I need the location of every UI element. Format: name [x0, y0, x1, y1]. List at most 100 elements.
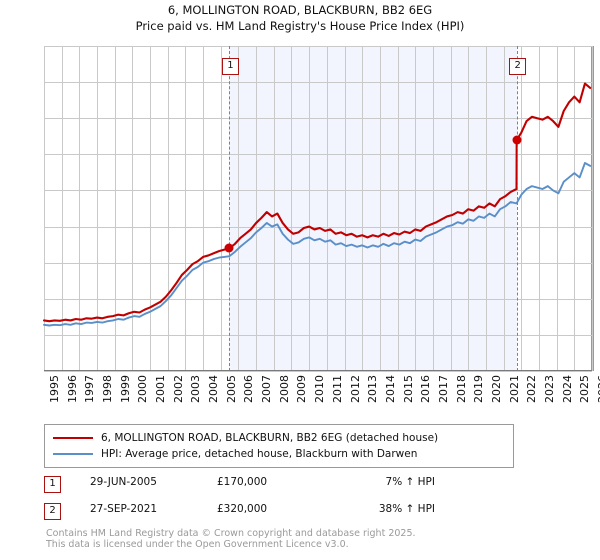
x-axis-tick-label: 2003 [189, 375, 203, 403]
gridline-horizontal [44, 262, 592, 264]
gridline-horizontal [44, 118, 592, 120]
gridline-horizontal [44, 82, 592, 84]
transaction-hpi-delta-1: 7% ↑ HPI [385, 476, 435, 488]
gridline-vertical [238, 46, 240, 371]
legend-swatch-price-paid [53, 437, 93, 439]
gridline-horizontal [44, 154, 592, 156]
gridline-vertical [132, 46, 134, 371]
gridline-vertical [309, 46, 311, 371]
marker-vertical-line-1 [229, 46, 231, 371]
gridline-vertical [362, 46, 364, 371]
transaction-row-1[interactable]: 1 29-JUN-2005 £170,000 7% ↑ HPI [44, 476, 464, 496]
line-hpi [43, 162, 592, 327]
chart-title-block: 6, MOLLINGTON ROAD, BLACKBURN, BB2 6EG P… [0, 2, 600, 34]
transaction-date-1: 29-JUN-2005 [90, 476, 157, 488]
x-axis-tick-label: 2012 [348, 375, 362, 403]
x-axis-tick-label: 2019 [472, 375, 486, 403]
x-axis-tick-label: 2016 [419, 375, 433, 403]
x-axis-tick-label: 2009 [295, 375, 309, 403]
page-subtitle: Price paid vs. HM Land Registry's House … [135, 19, 465, 33]
gridline-vertical [326, 46, 328, 371]
gridline-vertical [521, 46, 523, 371]
gridline-vertical [61, 46, 63, 371]
marker-point-2[interactable] [512, 135, 522, 145]
marker-badge-2[interactable]: 2 [509, 58, 527, 75]
transaction-row-2[interactable]: 2 27-SEP-2021 £320,000 38% ↑ HPI [44, 503, 464, 523]
legend-item-price-paid: 6, MOLLINGTON ROAD, BLACKBURN, BB2 6EG (… [53, 430, 505, 446]
x-axis-tick-label: 2024 [560, 375, 574, 403]
gridline-vertical [415, 46, 417, 371]
x-axis-labels: 1995 1996 1997 1998 1999 2000 2001 2002 2003 2004… [44, 375, 600, 419]
gridline-vertical [273, 46, 275, 371]
transaction-price-2: £320,000 [217, 503, 268, 515]
gridline-vertical [79, 46, 81, 371]
legend-label-hpi: HPI: Average price, detached house, Blac… [101, 448, 418, 460]
gridline-horizontal [44, 190, 592, 192]
gridline-vertical [167, 46, 169, 371]
marker-vertical-line-2 [516, 46, 518, 371]
gridline-vertical [503, 46, 505, 371]
gridline-vertical [592, 46, 593, 371]
chart-legend: 6, MOLLINGTON ROAD, BLACKBURN, BB2 6EG (… [44, 424, 514, 468]
line-price-paid [42, 82, 592, 323]
gridline-horizontal [44, 226, 592, 228]
gridline-horizontal [44, 334, 592, 336]
gridline-vertical [220, 46, 222, 371]
legend-swatch-hpi [53, 453, 93, 455]
gridline-vertical [185, 46, 187, 371]
x-axis-tick-label: 2025 [578, 375, 592, 403]
transaction-index-1: 1 [44, 476, 61, 493]
gridline-vertical [397, 46, 399, 371]
gridline-vertical [97, 46, 99, 371]
transaction-date-2: 27-SEP-2021 [90, 503, 158, 515]
x-axis-tick-label: 2017 [436, 375, 450, 403]
gridline-vertical [450, 46, 452, 371]
gridline-horizontal [44, 298, 592, 300]
x-axis-tick-label: 2013 [366, 375, 380, 403]
x-axis-tick-label: 2010 [313, 375, 327, 403]
legend-item-hpi: HPI: Average price, detached house, Blac… [53, 446, 505, 462]
gridline-vertical [203, 46, 205, 371]
marker-badge-1[interactable]: 1 [221, 58, 239, 75]
x-axis-tick-label: 2020 [489, 375, 503, 403]
x-axis-tick-label: 2000 [136, 375, 150, 403]
footer-attribution: Contains HM Land Registry data © Crown c… [46, 528, 566, 550]
x-axis-tick-label: 2023 [542, 375, 556, 403]
x-axis-tick-label: 2006 [242, 375, 256, 403]
x-axis-tick-label: 2026 [596, 375, 600, 403]
gridline-horizontal [44, 46, 592, 47]
x-axis-tick-label: 2001 [154, 375, 168, 403]
transaction-price-1: £170,000 [217, 476, 268, 488]
marker-point-1[interactable] [224, 243, 234, 253]
x-axis-tick-label: 2005 [224, 375, 238, 403]
gridline-vertical [114, 46, 116, 371]
transaction-index-2: 2 [44, 503, 61, 520]
x-axis-tick-label: 2002 [171, 375, 185, 403]
gridline-vertical [379, 46, 381, 371]
x-axis-tick-label: 1995 [48, 375, 61, 403]
x-axis-tick-label: 2004 [207, 375, 221, 403]
gridline-vertical [556, 46, 558, 371]
gridline-vertical [291, 46, 293, 371]
gridline-vertical [485, 46, 487, 371]
gridline-vertical [538, 46, 540, 371]
gridline-vertical [432, 46, 434, 371]
x-axis-tick-label: 2018 [454, 375, 468, 403]
transaction-hpi-delta-2: 38% ↑ HPI [378, 503, 435, 515]
gridline-vertical [150, 46, 152, 371]
x-axis-tick-label: 1999 [118, 375, 132, 403]
gridline-vertical [344, 46, 346, 371]
footer-line-1: Contains HM Land Registry data © Crown c… [46, 528, 416, 539]
legend-label-price-paid: 6, MOLLINGTON ROAD, BLACKBURN, BB2 6EG (… [101, 432, 439, 444]
x-axis-tick-label: 2015 [401, 375, 415, 403]
x-axis-tick-label: 1998 [101, 375, 115, 403]
x-axis-tick-label: 2021 [507, 375, 521, 403]
x-axis-tick-label: 2007 [260, 375, 274, 403]
x-axis-tick-label: 1997 [83, 375, 97, 403]
x-axis-tick-label: 2008 [277, 375, 291, 403]
gridline-vertical [44, 46, 45, 371]
x-axis-tick-label: 2022 [525, 375, 539, 403]
x-axis-tick-label: 1996 [65, 375, 79, 403]
